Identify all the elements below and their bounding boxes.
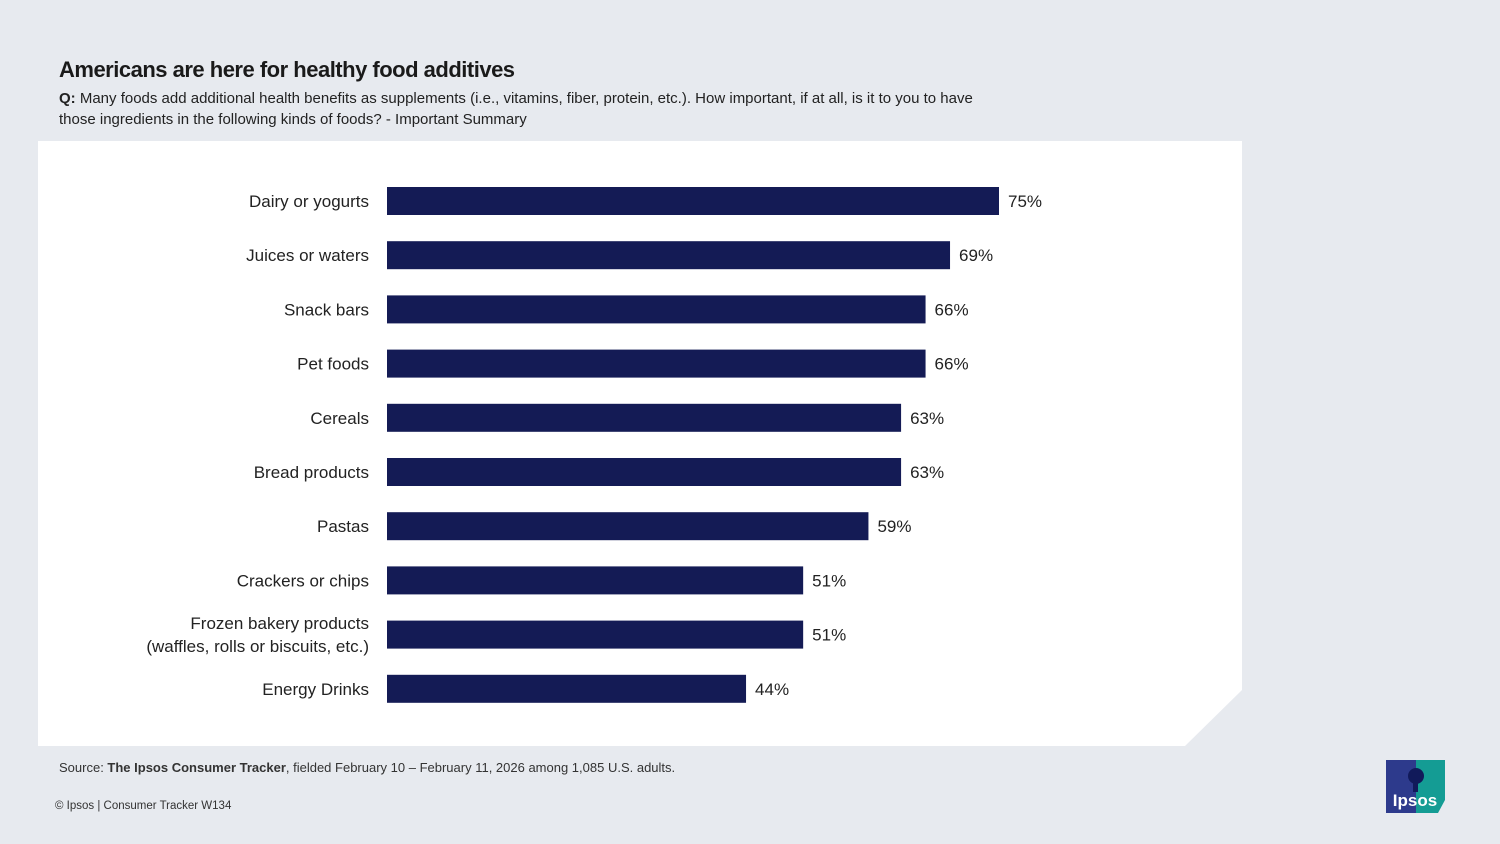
page-title: Americans are here for healthy food addi… — [59, 57, 515, 82]
ipsos-logo: Ipsos — [1386, 760, 1445, 813]
question-text: Q: Many foods add additional health bene… — [59, 88, 979, 130]
data-label: 66% — [935, 300, 969, 319]
bar — [387, 566, 804, 595]
category-label: Crackers or chips — [237, 571, 369, 590]
data-label: 75% — [1008, 192, 1042, 211]
source-note: Source: The Ipsos Consumer Tracker, fiel… — [59, 760, 675, 775]
source-prefix: Source: — [59, 760, 108, 775]
category-label: Pastas — [317, 517, 369, 536]
data-label: 69% — [959, 246, 993, 265]
bar — [387, 458, 902, 486]
question-prefix: Q: — [59, 90, 76, 107]
category-label: Pet foods — [297, 355, 369, 374]
data-label: 44% — [755, 680, 789, 699]
category-label: Snack bars — [284, 300, 369, 319]
data-label: 63% — [910, 463, 944, 482]
data-label: 63% — [910, 409, 944, 428]
question-body: Many foods add additional health benefit… — [59, 90, 973, 128]
category-label: Dairy or yogurts — [249, 192, 369, 211]
category-label: Bread products — [254, 463, 369, 482]
category-label: Energy Drinks — [262, 680, 369, 699]
bar — [387, 674, 747, 703]
category-label: Frozen bakery products (waffles, rolls or… — [146, 614, 369, 656]
bar — [387, 403, 902, 432]
data-label: 51% — [812, 626, 846, 645]
bar — [387, 295, 926, 324]
bar — [387, 241, 951, 270]
data-label: 51% — [812, 571, 846, 590]
source-details: , fielded February 10 – February 11, 202… — [285, 760, 676, 775]
data-label: 66% — [935, 355, 969, 374]
svg-text:Ipsos: Ipsos — [1393, 791, 1437, 810]
bar — [387, 349, 926, 378]
bar — [387, 620, 804, 649]
copyright: © Ipsos | Consumer Tracker W134 — [55, 800, 232, 812]
source-name: The Ipsos Consumer Tracker — [107, 760, 286, 775]
category-label: Juices or waters — [246, 246, 369, 265]
bar — [387, 187, 999, 215]
category-label: Cereals — [310, 409, 369, 428]
bar — [387, 512, 869, 541]
data-label: 59% — [877, 517, 911, 536]
